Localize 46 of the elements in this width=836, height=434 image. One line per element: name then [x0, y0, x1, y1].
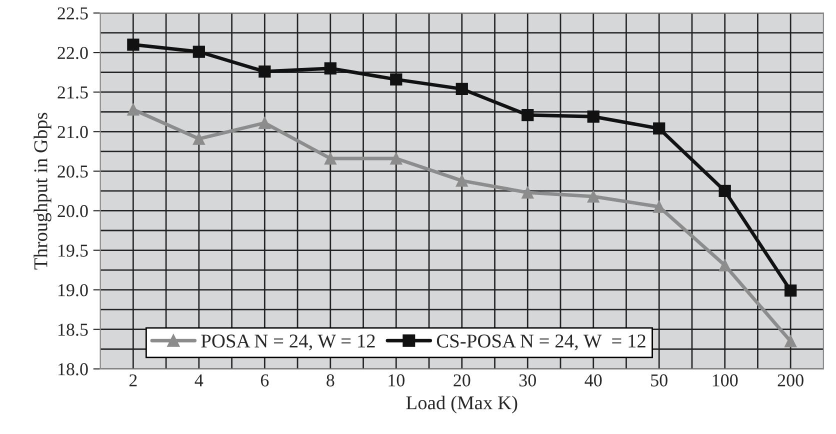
point [324, 152, 336, 165]
point [456, 82, 468, 96]
x-axis-title: Load (Max K) [406, 396, 518, 414]
point [192, 46, 206, 58]
x-tick-label: 100 [712, 374, 738, 386]
x-tick-label: 10 [388, 374, 404, 386]
point [653, 122, 666, 135]
y-tick-label: 19.0 [58, 284, 88, 296]
point [784, 335, 797, 348]
y-tick-label: 19.5 [58, 244, 88, 257]
legend-label: CS-POSA N = 24, W = 12 [436, 334, 646, 350]
x-tick-label: 2 [129, 374, 137, 386]
x-tick-label: 4 [194, 374, 204, 386]
y-tick-label: 18.5 [58, 324, 88, 336]
y-tick-label: 21.0 [58, 126, 88, 138]
point [587, 110, 600, 123]
y-axis-title: Throughput in Gbps [34, 112, 52, 270]
x-tick-label: 50 [651, 374, 668, 386]
y-tick-label: 18.0 [58, 363, 88, 376]
point [390, 73, 402, 86]
y-tick-label: 22.0 [58, 46, 88, 60]
x-tick-label: 20 [454, 374, 470, 386]
y-tick-label: 20.5 [58, 165, 88, 178]
point [718, 259, 731, 272]
point [324, 62, 336, 74]
x-tick-label: 30 [519, 374, 536, 386]
x-tick-label: 8 [326, 374, 334, 386]
y-tick-label: 21.5 [58, 86, 88, 99]
x-tick-label: 6 [260, 374, 269, 386]
point [784, 284, 797, 297]
y-tick-label: 20.0 [58, 204, 88, 218]
point [522, 186, 534, 199]
point [718, 184, 731, 198]
x-tick-label: 200 [778, 374, 804, 386]
point [192, 132, 206, 145]
x-tick-label: 40 [584, 374, 602, 386]
point [258, 65, 271, 78]
point [390, 152, 402, 165]
y-tick-label: 22.5 [58, 7, 88, 20]
legend-label: POSA N = 24, W = 12 [201, 334, 375, 350]
point [587, 190, 600, 203]
point [127, 38, 140, 51]
point [258, 116, 271, 130]
point [456, 174, 468, 187]
point [127, 103, 140, 116]
point [522, 108, 534, 122]
